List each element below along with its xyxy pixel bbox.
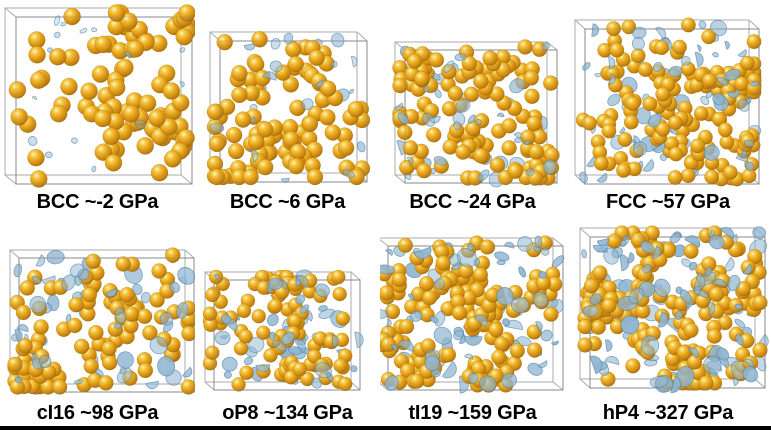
- panel-ci16-98gpa: cI16 ~98 GPa: [0, 215, 195, 426]
- figure-row-high-pressure: cI16 ~98 GPa oP8 ~134 GPa tI19 ~159 GPa …: [0, 215, 771, 426]
- figure-row-low-pressure: BCC ~-2 GPa BCC ~6 GPa BCC ~24 GPa FCC ~…: [0, 0, 771, 215]
- panel-fcc-57gpa: FCC ~57 GPa: [565, 0, 771, 215]
- panel-bcc-neg2gpa: BCC ~-2 GPa: [0, 0, 195, 215]
- panel-label-op8-134gpa: oP8 ~134 GPa: [222, 402, 353, 424]
- panel-bcc-6gpa: BCC ~6 GPa: [195, 0, 380, 215]
- simulation-snapshot-bcc-24gpa: [380, 0, 565, 215]
- simulation-snapshot-ci16-98gpa: [0, 215, 195, 426]
- bottom-border-bar: [0, 426, 771, 430]
- simulation-snapshot-bcc-neg2gpa: [0, 0, 195, 215]
- panel-label-bcc-6gpa: BCC ~6 GPa: [229, 191, 346, 213]
- panel-ti19-159gpa: tI19 ~159 GPa: [380, 215, 565, 426]
- simulation-snapshot-hp4-327gpa: [565, 215, 771, 426]
- panel-hp4-327gpa: hP4 ~327 GPa: [565, 215, 771, 426]
- simulation-snapshot-bcc-6gpa: [195, 0, 380, 215]
- simulation-snapshot-fcc-57gpa: [565, 0, 771, 215]
- panel-bcc-24gpa: BCC ~24 GPa: [380, 0, 565, 215]
- panel-label-ci16-98gpa: cI16 ~98 GPa: [36, 402, 159, 424]
- simulation-snapshot-op8-134gpa: [195, 215, 380, 426]
- simulation-snapshot-ti19-159gpa: [380, 215, 565, 426]
- panel-label-bcc-neg2gpa: BCC ~-2 GPa: [36, 191, 159, 213]
- panel-label-bcc-24gpa: BCC ~24 GPa: [409, 191, 536, 213]
- panel-label-hp4-327gpa: hP4 ~327 GPa: [602, 402, 734, 424]
- panel-op8-134gpa: oP8 ~134 GPa: [195, 215, 380, 426]
- panel-label-fcc-57gpa: FCC ~57 GPa: [606, 191, 730, 213]
- panel-label-ti19-159gpa: tI19 ~159 GPa: [408, 402, 537, 424]
